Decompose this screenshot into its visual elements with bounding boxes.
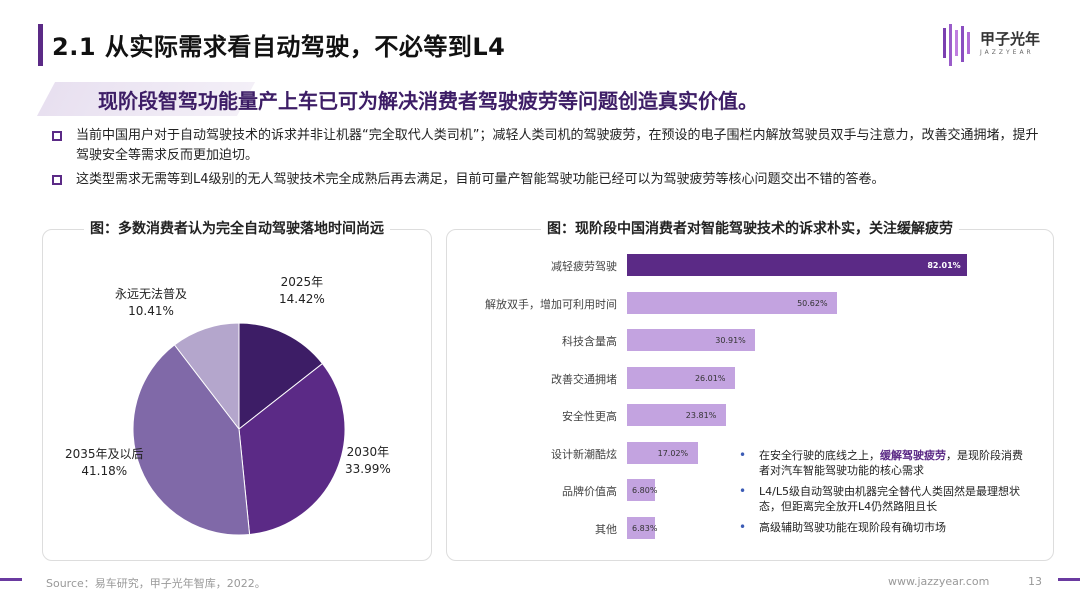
bar-value-label: 17.02%: [657, 448, 689, 458]
bar-value-label: 26.01%: [694, 373, 726, 383]
note-item: • 高级辅助驾驶功能在现阶段有确切市场: [739, 520, 946, 534]
pie-chart-title: 图：多数消费者认为完全自动驾驶落地时间尚远: [43, 218, 431, 238]
bar: [627, 479, 656, 501]
bar-category-label: 设计新潮酷炫: [551, 447, 617, 461]
title-accent-bar: [38, 24, 43, 66]
bar-category-label: 其他: [595, 522, 617, 536]
dot-bullet-icon: •: [739, 520, 747, 534]
footer-accent-right: [1058, 578, 1080, 581]
bar-category-label: 安全性更高: [562, 410, 617, 423]
page-title: 2.1 从实际需求看自动驾驶，不必等到L4: [52, 33, 506, 61]
square-bullet-icon: [52, 131, 62, 141]
bar: [627, 291, 838, 314]
footer-accent-left: [0, 578, 22, 581]
bar-value-label: 30.91%: [715, 336, 746, 345]
bullet-text: 当前中国用户对于自动驾驶技术的诉求并非让机器“完全取代人类司机”；减轻人类司机的…: [76, 128, 1039, 163]
bar-value-label: 82.01%: [927, 261, 961, 270]
bar: [627, 404, 726, 426]
bar-value-label: 6.83%: [632, 523, 658, 533]
pie-chart: [132, 322, 346, 536]
bullet-item: 这类型需求无需等到L4级别的无人驾驶技术完全成熟后再去满足，目前可量产智能驾驶功…: [52, 170, 1042, 190]
page-number: 13: [1028, 575, 1042, 588]
pie-label-2035: 2035年及以后 41.18%: [65, 447, 144, 478]
bullet-text: 这类型需求无需等到L4级别的无人驾驶技术完全成熟后再去满足，目前可量产智能驾驶功…: [76, 172, 885, 187]
bar: [627, 516, 656, 539]
bar-value-label: 50.62%: [797, 298, 828, 308]
dot-bullet-icon: •: [739, 448, 747, 462]
bar: [627, 441, 698, 464]
bar: [627, 329, 756, 351]
pie-label-2030: 2030年 33.99%: [345, 445, 391, 476]
note-item: • L4/L5级自动驾驶由机器完全替代人类固然是最理想状态，但距离完全放开L4仍…: [739, 484, 1020, 513]
bar: [627, 254, 968, 276]
pie-label-2025: 2025年 14.42%: [279, 275, 325, 306]
pie-chart-panel: 图：多数消费者认为完全自动驾驶落地时间尚远 2025年 14.42% 2030年 3…: [42, 221, 432, 561]
note-item: • 在安全行驶的底线之上，缓解驾驶疲劳，是现阶段消费者对汽车智能驾驶功能的核心需…: [739, 448, 1023, 477]
dot-bullet-icon: •: [739, 484, 747, 498]
bar-category-label: 品牌价值高: [562, 485, 617, 498]
bullet-item: 当前中国用户对于自动驾驶技术的诉求并非让机器“完全取代人类司机”；减轻人类司机的…: [52, 126, 1042, 166]
bar-category-label: 减轻疲劳驾驶: [551, 260, 617, 273]
bullet-list: 当前中国用户对于自动驾驶技术的诉求并非让机器“完全取代人类司机”；减轻人类司机的…: [52, 126, 1042, 194]
pie-slice-3: [173, 322, 240, 431]
bar-value-label: 6.80%: [632, 486, 658, 495]
bar-category-label: 改善交通拥堵: [551, 372, 617, 386]
pie-slice-0: [238, 322, 324, 431]
logo-text: 甲子光年: [980, 30, 1041, 48]
bar: [627, 366, 735, 389]
pie-slice-1: [238, 362, 346, 536]
bar-category-label: 解放双手，增加可利用时间: [485, 297, 617, 311]
logo-bars-icon: [943, 24, 970, 66]
note-highlight: 缓解驾驶疲劳: [880, 449, 946, 462]
bar-chart-title: 图：现阶段中国消费者对智能驾驶技术的诉求朴实，关注缓解疲劳: [447, 218, 1053, 238]
bar-chart: 减轻疲劳驾驶 82.01% 解放双手，增加可利用时间 50.62% 科技含量高 30.91…: [447, 230, 1055, 562]
pie-label-never: 永远无法普及 10.41%: [115, 287, 188, 318]
square-bullet-icon: [52, 175, 62, 185]
subtitle: 现阶段智驾功能量产上车已可为解决消费者驾驶疲劳等问题创造真实价值。: [98, 89, 758, 113]
website-link[interactable]: www.jazzyear.com: [888, 575, 990, 588]
bar-value-label: 23.81%: [685, 411, 717, 420]
brand-logo: 甲子光年 JAZZYEAR: [942, 22, 1054, 68]
source-note: Source：易车研究，甲子光年智库，2022。: [46, 577, 266, 590]
bar-category-label: 科技含量高: [562, 335, 617, 348]
pie-slice-2: [132, 344, 251, 536]
bar-chart-panel: 图：现阶段中国消费者对智能驾驶技术的诉求朴实，关注缓解疲劳 减轻疲劳驾驶 82.0…: [446, 221, 1055, 562]
insight-notes: • 在安全行驶的底线之上，缓解驾驶疲劳，是现阶段消费者对汽车智能驾驶功能的核心需…: [735, 448, 1031, 541]
logo-subtext: JAZZYEAR: [980, 49, 1034, 56]
